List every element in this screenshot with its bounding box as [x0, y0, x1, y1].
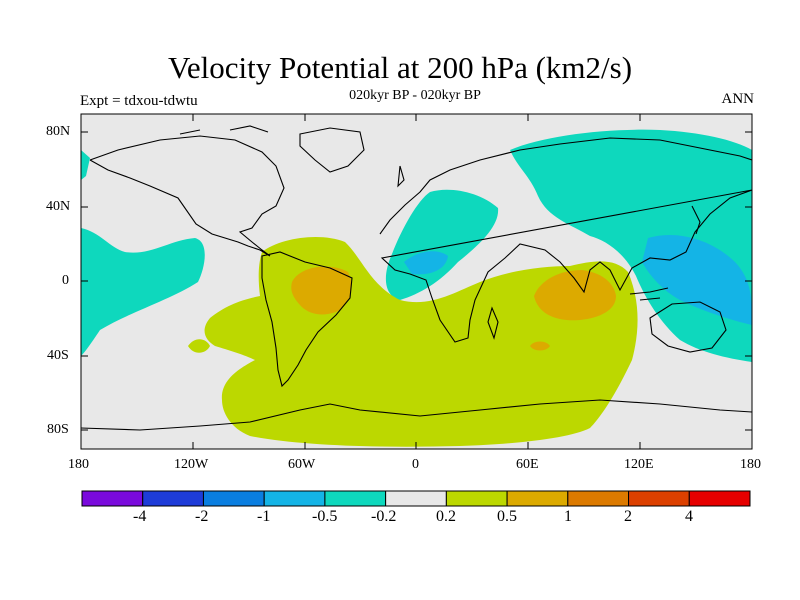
colorbar-label: -4 [133, 508, 147, 525]
x-tick-label: 60E [516, 457, 539, 472]
colorbar-box [567, 490, 630, 507]
coast-british-isles [397, 165, 405, 188]
colorbar-box [688, 490, 751, 507]
orange-core-south-america [291, 266, 352, 315]
coast-greenland [299, 127, 365, 173]
colorbar-label: 0.5 [497, 508, 517, 525]
coast-madagascar [487, 306, 499, 340]
blue-core-pacific [642, 235, 752, 325]
coast-indonesia [629, 287, 669, 301]
colorbar-label: 1 [564, 508, 572, 525]
plot-title: Velocity Potential at 200 hPa (km2/s) [167, 50, 633, 85]
y-tick-label: 40S [47, 348, 69, 363]
coast-antarctica [81, 399, 752, 431]
y-tick-label: 80N [46, 124, 71, 139]
colorbar-box [142, 490, 204, 507]
coast-north-america [89, 135, 285, 257]
coastlines [81, 125, 752, 431]
x-tick-label: 120E [624, 457, 654, 472]
x-tick-label: 0 [412, 457, 419, 472]
orange-blob-south-indian [530, 341, 550, 351]
colorbar-box [324, 490, 387, 507]
colorbar-label: -1 [257, 508, 271, 525]
x-tick-label: 180 [740, 457, 761, 472]
orange-core-indian-ocean [534, 270, 616, 321]
coast-australia [649, 301, 727, 353]
green-blob-southeast-pacific [188, 339, 210, 353]
colorbar-label: 0.2 [436, 508, 456, 525]
y-tick-label: 0 [62, 273, 69, 288]
x-tick-label: 60W [288, 457, 316, 472]
coast-arctic-islands [179, 125, 269, 135]
x-tick-label: 120W [174, 457, 209, 472]
colorbar-label: -2 [195, 508, 209, 525]
colorbar-box [81, 490, 144, 507]
colorbar-box [202, 490, 265, 507]
colorbar-label: -0.2 [371, 508, 397, 525]
colorbar-box [385, 490, 447, 507]
coast-japan [691, 205, 701, 235]
colorbar-box [445, 490, 508, 507]
season-label: ANN [721, 91, 755, 107]
colorbar-box [628, 490, 690, 507]
colorbar-box [263, 490, 326, 507]
colorbar-label: 4 [685, 508, 693, 525]
axis-ticks [81, 114, 752, 449]
teal-region-east-pacific [81, 228, 205, 356]
colorbar-label: -0.5 [312, 508, 338, 525]
y-tick-label: 80S [47, 422, 69, 437]
x-tick-label: 180 [68, 457, 89, 472]
y-tick-label: 40N [46, 199, 71, 214]
coast-eurasia-africa [379, 137, 752, 343]
colorbar-box [506, 490, 569, 507]
map-area [81, 114, 752, 449]
colorbar-label: 2 [624, 508, 632, 525]
coast-south-america [261, 251, 353, 388]
experiment-label: Expt = tdxou-tdwtu [80, 93, 198, 109]
teal-region-west-edge [81, 150, 90, 180]
blue-core-africa [404, 251, 448, 275]
colorbar [81, 490, 751, 507]
plot-subtitle: 020kyr BP - 020kyr BP [349, 88, 481, 103]
